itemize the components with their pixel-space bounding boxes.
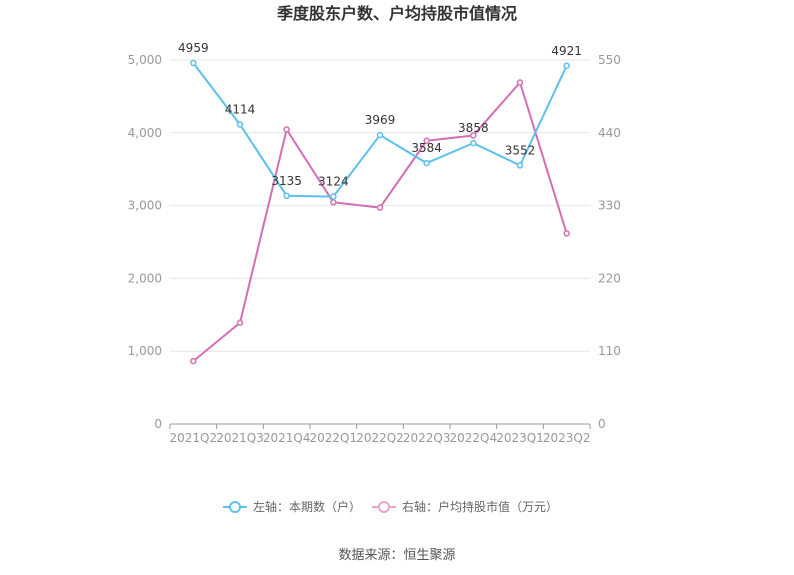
x-axis-tick-label: 2021Q3 [216,431,264,445]
data-label: 4959 [178,41,209,55]
left-axis-tick-label: 5,000 [128,53,162,67]
data-label: 3552 [505,143,536,157]
legend-item-right[interactable]: 右轴：户均持股市值（万元） [372,499,558,514]
x-axis-tick-label: 2022Q4 [450,431,498,445]
data-label: 3584 [411,141,442,155]
right-axis-tick-label: 440 [598,126,621,140]
right-series-point [423,137,430,144]
right-series-point [330,199,337,206]
right-series-point [236,319,244,326]
left-series-point [470,139,477,147]
data-label: 3969 [365,113,396,127]
right-series-point [516,79,524,86]
legend-item-left[interactable]: 左轴：本期数（户） [223,499,361,514]
right-series-point [376,204,384,211]
right-series-point [563,230,570,237]
legend-label-right: 右轴：户均持股市值（万元） [402,499,558,514]
left-axis-tick-label: 0 [154,417,162,431]
right-series-point [470,132,477,139]
axes [169,423,591,429]
right-axis-tick-label: 550 [598,53,621,67]
series-left [190,59,570,200]
right-axis-tick-label: 330 [598,199,621,213]
series-right [190,79,570,365]
legend: 左轴：本期数（户） 右轴：户均持股市值（万元） [223,499,558,514]
right-series-point [190,357,197,365]
x-axis-ticks: 2021Q2 2021Q3 2021Q4 2022Q1 2022Q2 2022Q3 2022… [170,431,591,445]
left-axis-tick-label: 2,000 [128,271,162,285]
right-axis-ticks: 0 110 220 330 440 550 [598,53,621,431]
x-axis-tick-label: 2023Q2 [543,431,591,445]
data-label: 3124 [318,175,349,189]
left-series-point [516,162,524,169]
left-axis-tick-label: 3,000 [128,199,162,213]
left-series-point [190,59,197,67]
x-axis-tick-label: 2022Q3 [403,431,451,445]
x-axis-tick-label: 2021Q4 [263,431,311,445]
data-source: 数据来源：恒生聚源 [338,548,455,563]
right-axis-tick-label: 0 [598,417,606,431]
left-series-line [192,62,568,198]
data-label: 3135 [271,174,302,188]
left-series-point [236,121,244,128]
left-axis-tick-label: 4,000 [128,126,162,140]
x-axis-tick-label: 2023Q1 [496,431,544,445]
right-axis-tick-label: 110 [598,344,621,358]
left-axis-tick-label: 1,000 [128,344,162,358]
data-label: 4921 [551,44,582,58]
left-series-point [283,192,290,200]
data-label: 4114 [225,103,256,117]
left-series-point [376,131,384,139]
data-label: 3858 [458,121,489,135]
left-series-point [563,62,570,70]
left-series-point [330,193,337,200]
x-axis-tick-label: 2022Q1 [310,431,358,445]
chart-title: 季度股东户数、户均持股市值情况 [276,4,517,23]
x-axis-tick-label: 2022Q2 [356,431,404,445]
right-axis-tick-label: 220 [598,271,621,285]
legend-label-left: 左轴：本期数（户） [253,499,361,514]
right-series-point [283,126,290,133]
x-axis-tick-label: 2021Q2 [170,431,218,445]
data-labels: 4959 4114 3135 3124 3969 3584 3858 3552 4921 [178,41,582,189]
left-series-point [423,159,430,167]
left-axis-ticks: 0 1,000 2,000 3,000 4,000 5,000 [128,53,162,431]
